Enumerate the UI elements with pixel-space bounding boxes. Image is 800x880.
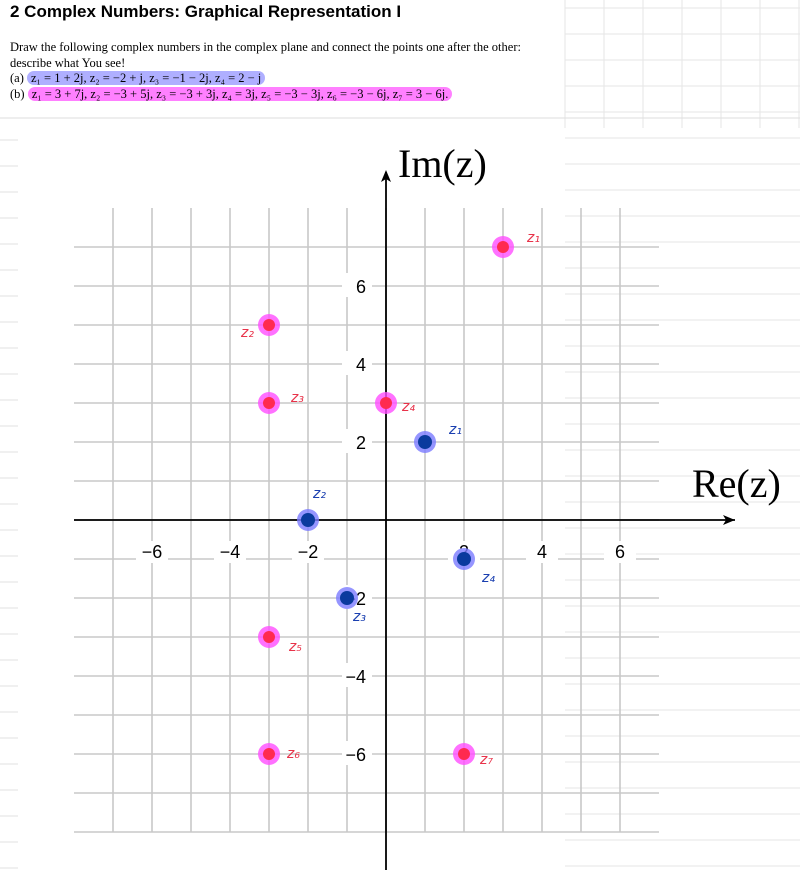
part-b-line: (b) z₁ = 3 + 7j, z₂ = −3 + 5j, z₃ = −3 +… bbox=[10, 86, 570, 103]
tick-label-background bbox=[342, 741, 372, 765]
x-tick-label: −2 bbox=[298, 542, 319, 562]
part-a-line: (a) z₁ = 1 + 2j, z₂ = −2 + j, z₃ = −1 − … bbox=[10, 71, 570, 87]
point-a-marker bbox=[301, 513, 315, 527]
point-b-label: z₃ bbox=[290, 390, 304, 406]
y-tick-label: −6 bbox=[345, 745, 366, 765]
tick-label-background bbox=[136, 541, 168, 563]
x-tick-label: 6 bbox=[615, 542, 625, 562]
point-a-marker bbox=[340, 591, 354, 605]
point-a-label: z₃ bbox=[352, 609, 366, 625]
tick-label-background bbox=[214, 541, 246, 563]
exercise-instructions: Draw the following complex numbers in th… bbox=[10, 40, 570, 102]
point-b-marker bbox=[263, 319, 275, 331]
x-axis-label: Re(z) bbox=[692, 461, 781, 506]
point-b-marker bbox=[263, 748, 275, 760]
x-tick-label: −6 bbox=[142, 542, 163, 562]
y-axis-label: Im(z) bbox=[398, 141, 487, 186]
point-a-label: z₄ bbox=[481, 570, 495, 586]
x-tick-label: −4 bbox=[220, 542, 241, 562]
real-axis-arrow-icon bbox=[723, 515, 735, 525]
tick-label-background bbox=[526, 541, 558, 563]
part-b-highlighted-list: z₁ = 3 + 7j, z₂ = −3 + 5j, z₃ = −3 + 3j,… bbox=[27, 86, 453, 101]
instruction-line-1: Draw the following complex numbers in th… bbox=[10, 40, 521, 54]
x-tick-label: 4 bbox=[537, 542, 547, 562]
point-b-marker bbox=[458, 748, 470, 760]
point-b-label: z₁ bbox=[526, 230, 540, 246]
point-b-marker bbox=[380, 397, 392, 409]
point-a-label: z₂ bbox=[312, 486, 326, 502]
imaginary-axis-arrow-icon bbox=[381, 170, 391, 182]
page-title: 2 Complex Numbers: Graphical Representat… bbox=[10, 2, 402, 21]
point-a-marker bbox=[418, 435, 432, 449]
y-tick-label: −4 bbox=[345, 667, 366, 687]
point-b-label: z₆ bbox=[286, 746, 300, 762]
tick-label-background bbox=[604, 541, 636, 563]
part-a-highlighted-list: z₁ = 1 + 2j, z₂ = −2 + j, z₃ = −1 − 2j, … bbox=[27, 71, 266, 85]
y-tick-label: 2 bbox=[356, 433, 366, 453]
point-b-label: z₇ bbox=[479, 752, 493, 768]
point-a-marker bbox=[457, 552, 471, 566]
point-b-label: z₅ bbox=[288, 639, 302, 655]
point-a-label: z₁ bbox=[448, 422, 462, 438]
y-tick-label: 6 bbox=[356, 277, 366, 297]
tick-label-background bbox=[342, 429, 372, 453]
point-b-label: z₄ bbox=[401, 399, 415, 415]
tick-label-background bbox=[342, 273, 372, 297]
part-a-prefix: (a) bbox=[10, 71, 24, 85]
part-b-prefix: (b) bbox=[10, 86, 25, 101]
point-b-marker bbox=[263, 397, 275, 409]
y-tick-label: 4 bbox=[356, 355, 366, 375]
tick-label-background bbox=[342, 351, 372, 375]
complex-plane-plot: −6−4−2246642−2−4−6 z₁z₂z₃z₄z₁z₂z₃z₄z₅z₆z… bbox=[74, 141, 781, 870]
point-b-marker bbox=[497, 241, 509, 253]
point-b-label: z₂ bbox=[240, 325, 254, 341]
tick-label-background bbox=[342, 663, 372, 687]
plot-axes bbox=[74, 170, 735, 870]
instruction-line-2: describe what You see! bbox=[10, 55, 126, 70]
tick-label-background bbox=[292, 541, 324, 563]
point-b-marker bbox=[263, 631, 275, 643]
plot-points: z₁ z₂ z₃ z₄ z₁ z₂ z₃ z₄ z₅ z₆ z₇ bbox=[240, 230, 540, 768]
